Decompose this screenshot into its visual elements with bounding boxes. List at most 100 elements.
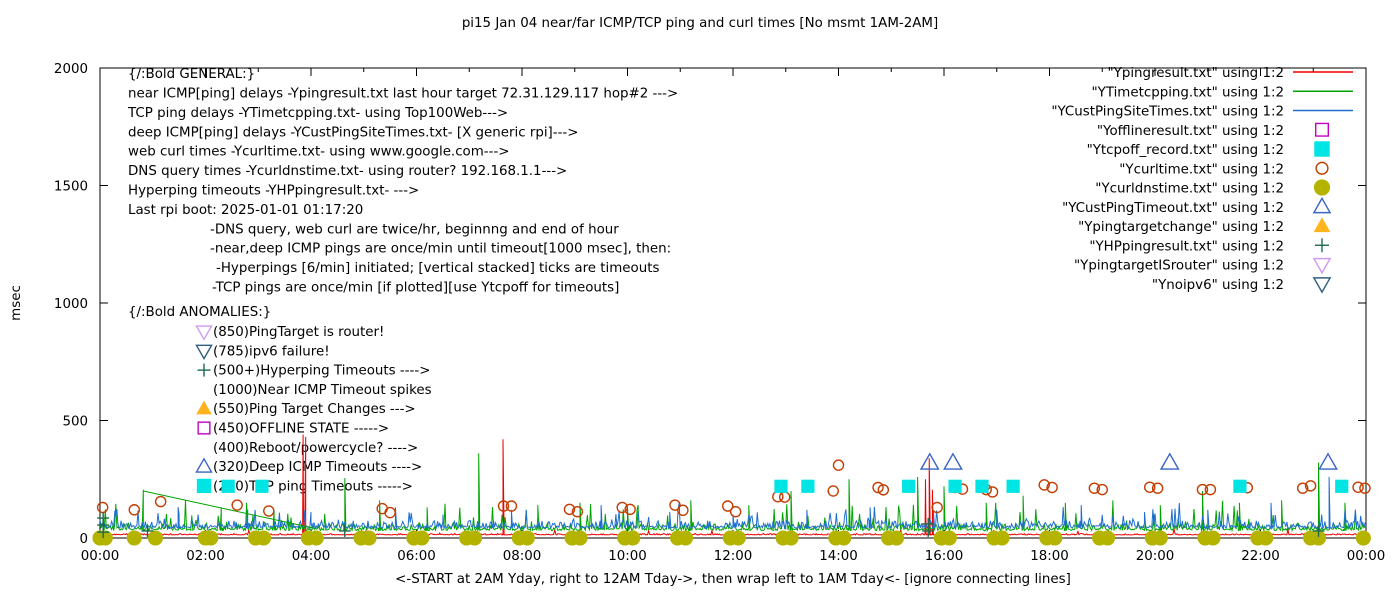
legend-label: "YTimetcpping.txt" using 1:2 <box>1091 85 1284 100</box>
anomaly-line: (550)Ping Target Changes ---> <box>213 402 416 417</box>
x-tick-label: 20:00 <box>1136 549 1175 564</box>
anomaly-plus <box>197 363 211 377</box>
point-square-filled <box>801 479 815 493</box>
point-circle-open <box>1359 482 1371 494</box>
point-circle-open <box>931 501 943 514</box>
general-line: Hyperping timeouts -YHPpingresult.txt- -… <box>128 184 419 199</box>
general-line: DNS query times -Ycurldnstime.txt- using… <box>128 164 567 179</box>
x-tick-label: 12:00 <box>714 549 753 564</box>
legend: "Ypingresult.txt" using 1:2 "YTimetcpping… <box>1051 66 1353 294</box>
point-circle-open <box>1038 479 1050 491</box>
point-circle-open <box>872 481 884 494</box>
point-circle-filled <box>97 530 113 546</box>
legend-marker-circle-filled <box>1313 179 1331 196</box>
legend-label: "YCustPingTimeout.txt" using 1:2 <box>1062 201 1284 216</box>
y-tick-label: 0 <box>79 532 88 547</box>
anomaly-line: (785)ipv6 failure! <box>213 344 330 359</box>
point-circle-open <box>263 505 275 517</box>
point-circle-open <box>721 500 734 512</box>
y-tick-label: 1000 <box>54 297 88 312</box>
legend-label: "Yofflineresult.txt" using 1:2 <box>1097 124 1284 139</box>
general-line: near ICMP[ping] delays -Ypingresult.txt … <box>128 87 678 102</box>
legend-label: "Ypingtargetchange" using 1:2 <box>1078 220 1284 235</box>
legend-label: "Ynoipv6" using 1:2 <box>1152 278 1284 293</box>
point-square-filled <box>1006 479 1020 493</box>
legend-marker-circle-open <box>1315 161 1329 175</box>
legend-marker-tri-down-open <box>1312 277 1332 294</box>
point-tri-up-open <box>1318 452 1338 470</box>
point-circle-filled <box>888 530 905 546</box>
x-tick-label: 02:00 <box>186 549 225 564</box>
point-circle-open <box>827 485 839 497</box>
point-circle-open <box>1304 480 1317 492</box>
point-circle-filled <box>572 530 588 546</box>
point-circle-filled <box>519 530 535 546</box>
point-circle-open <box>677 504 689 517</box>
scatter-Ytcpoff_record <box>221 479 1349 493</box>
legend-marker-plus <box>1315 238 1329 253</box>
point-plus <box>1312 524 1325 537</box>
anomaly-tri-up-open <box>195 457 213 473</box>
point-square-filled <box>774 479 788 493</box>
general-line: -near,deep ICMP pings are once/min until… <box>210 242 671 257</box>
point-circle-filled <box>466 530 483 546</box>
anomaly-line: (400)Reboot/powercycle? ----> <box>213 441 418 456</box>
point-square-filled <box>902 479 916 493</box>
general-line: Last rpi boot: 2025-01-01 01:17:20 <box>128 203 363 218</box>
point-tri-up-open <box>943 452 963 470</box>
chart-title: pi15 Jan 04 near/far ICMP/TCP ping and c… <box>462 16 938 31</box>
point-circle-filled <box>255 530 272 546</box>
point-circle-open <box>986 486 999 498</box>
point-circle-filled <box>1258 530 1274 546</box>
anomalies-heading: {/:Bold ANOMALIES:} <box>128 305 271 320</box>
point-circle-open <box>128 504 141 516</box>
x-tick-label: 08:00 <box>503 549 542 564</box>
legend-label: "Ycurldnstime.txt" using 1:2 <box>1095 182 1284 197</box>
point-circle-open <box>1046 481 1058 494</box>
x-tick-label: 10:00 <box>608 549 647 564</box>
point-circle-open <box>1296 482 1309 494</box>
point-circle-open <box>505 500 518 512</box>
point-square-filled <box>1233 479 1247 493</box>
point-circle-open <box>1088 482 1101 494</box>
y-tick-label: 500 <box>62 415 88 430</box>
anomaly-line: (450)OFFLINE STATE -----> <box>213 422 389 437</box>
general-line: TCP ping delays -YTimetcpping.txt- using… <box>127 106 508 121</box>
wrap-connecting-line <box>143 490 314 529</box>
x-tick-label: 00:00 <box>81 549 120 564</box>
y-tick-label: 2000 <box>54 62 88 77</box>
point-circle-filled <box>1152 530 1168 546</box>
point-circle-filled <box>1205 530 1221 546</box>
legend-marker-tri-down-open <box>1312 257 1332 275</box>
point-circle-filled <box>361 530 377 546</box>
point-circle-filled <box>126 530 142 546</box>
point-plus <box>922 517 935 530</box>
point-circle-filled <box>994 530 1010 546</box>
point-circle-open <box>624 503 636 516</box>
general-heading: {/:Bold GENERAL:} <box>128 67 255 82</box>
y-axis-label: msec <box>9 285 24 321</box>
general-line: -TCP pings are once/min [if plotted][use… <box>212 281 619 296</box>
point-circle-filled <box>941 530 957 546</box>
legend-label: "YpingtargetISrouter" using 1:2 <box>1074 259 1284 274</box>
point-circle-filled <box>414 530 430 546</box>
anomaly-tri-up-filled <box>196 400 212 415</box>
x-tick-label: 16:00 <box>925 549 964 564</box>
point-square-filled <box>255 479 269 493</box>
point-square-filled <box>221 479 235 493</box>
point-tri-up-open <box>1159 452 1180 470</box>
x-tick-label: 06:00 <box>397 549 436 564</box>
general-line: web curl times -Ycurltime.txt- using www… <box>128 145 510 160</box>
scatter-Ycurldnstime <box>92 530 1371 546</box>
point-square-filled <box>948 479 962 493</box>
point-circle-filled <box>836 530 852 546</box>
point-circle-open <box>1143 481 1156 493</box>
point-circle-filled <box>783 530 799 546</box>
legend-label: "Ypingresult.txt" using 1:2 <box>1107 66 1284 81</box>
point-square-filled <box>1335 479 1349 493</box>
point-circle-open <box>1151 482 1164 494</box>
point-circle-open <box>563 503 576 516</box>
point-circle-open <box>154 495 167 508</box>
